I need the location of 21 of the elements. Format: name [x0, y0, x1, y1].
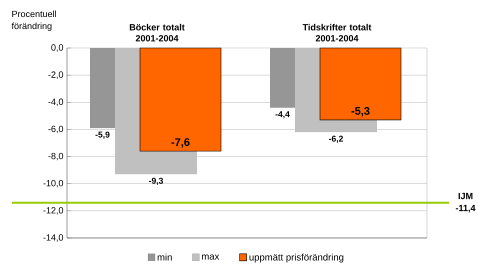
y-tick-label: -10,0: [43, 180, 64, 188]
data-label: -7,6: [171, 138, 190, 148]
x-tick-label: Böcker totalt 2001-2004: [130, 24, 185, 42]
data-label: -6,2: [329, 136, 343, 143]
y-tick-label: 0,0: [51, 44, 64, 52]
y-tick-label: -12,0: [43, 207, 64, 215]
data-label: -9,3: [149, 178, 164, 185]
y-tick-label: -2,0: [48, 71, 64, 79]
legend-label: max: [202, 254, 220, 260]
data-label: -5,9: [96, 132, 110, 139]
y-tick-label: -14,0: [43, 234, 64, 242]
y-tick-label: -4,0: [48, 98, 64, 106]
ref-line-label: IJM -11,4: [456, 192, 476, 212]
legend-label: uppmätt prisförändring: [250, 254, 344, 262]
data-label: -5,3: [351, 107, 370, 116]
x-tick-label: Tidskrifter totalt 2001-2004: [302, 24, 372, 42]
y-tick-label: -6,0: [48, 126, 64, 134]
y-tick-label: -8,0: [48, 152, 64, 160]
data-label: -4,4: [276, 111, 290, 118]
legend-label: min: [158, 254, 172, 260]
text: Procentuell förändring: [12, 10, 56, 31]
